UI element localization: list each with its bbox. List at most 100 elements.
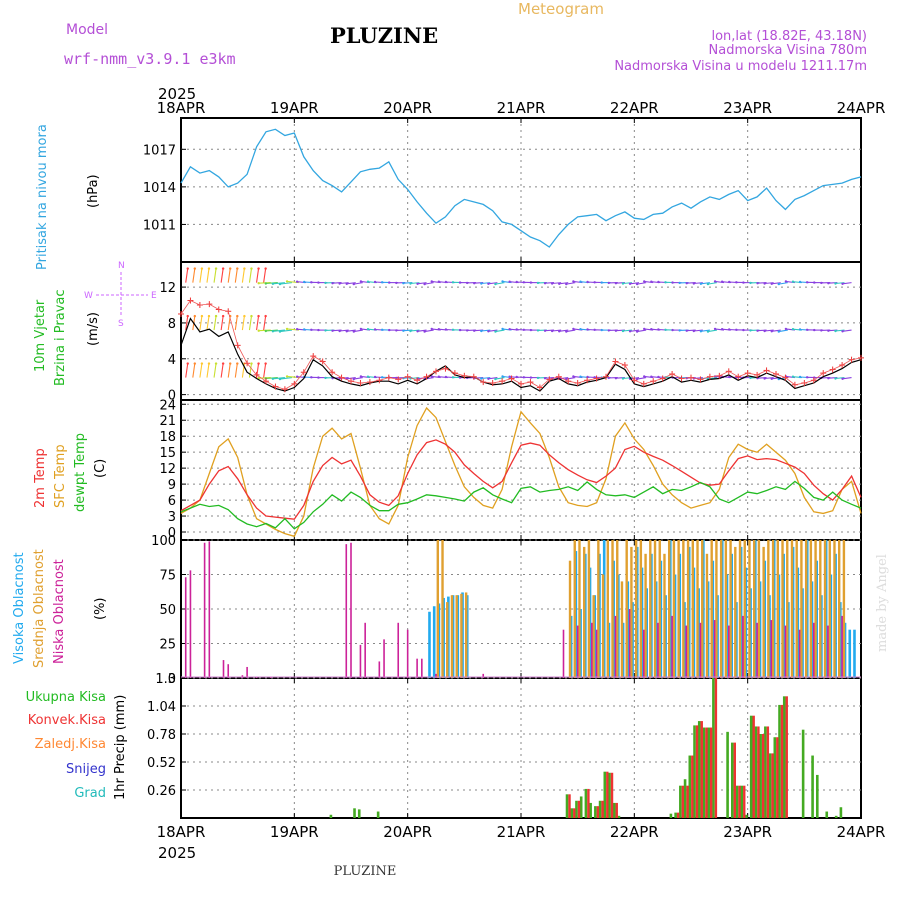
wind-arrow-head xyxy=(257,314,260,318)
grid-lines xyxy=(180,118,862,818)
model-name: wrf-nmm_v3.9.1 e3km xyxy=(64,50,236,68)
wind-arrow-head xyxy=(820,281,823,285)
y-tick-label: 12 xyxy=(159,462,176,477)
wind-title-1: 10m Vjetar xyxy=(33,299,48,372)
cloud-bar-low xyxy=(482,673,485,678)
y-tick-label: 1014 xyxy=(143,181,176,196)
y-tick-label: 12 xyxy=(159,281,176,296)
wind-arrow-head xyxy=(586,328,589,331)
wind-arrow-head xyxy=(628,282,632,286)
cloud-bar-low xyxy=(591,622,593,678)
cloud-bar-mid xyxy=(460,593,463,678)
cloud-high-label: Visoka Oblacnost xyxy=(12,552,27,664)
cloud-bar-mid xyxy=(823,540,827,678)
cloud-bar-low xyxy=(208,541,211,678)
cloud-bar-low xyxy=(727,625,730,678)
precip-conv-bar xyxy=(757,726,760,818)
wind-arrow-head xyxy=(749,281,752,285)
cloud-bar-mid xyxy=(568,560,572,678)
precip-total-bar xyxy=(579,796,583,818)
wind-arrow-head xyxy=(798,328,802,331)
watermark: made by Angel xyxy=(875,554,890,652)
precip-total-bar xyxy=(669,813,673,818)
wind-arrow xyxy=(192,268,196,283)
wind-arrow-head xyxy=(657,375,660,379)
wind-arrow-head xyxy=(558,330,561,333)
precip-total-bar xyxy=(683,779,687,818)
wind-arrow-head xyxy=(728,280,731,284)
wind-arrow xyxy=(346,329,356,332)
cloud-bar-mid xyxy=(701,540,704,678)
cloud-bar-low xyxy=(416,658,418,678)
panel-frame-temperature xyxy=(180,399,862,541)
wind-arrow-head xyxy=(813,328,816,332)
wind-arrow-head xyxy=(720,328,724,331)
wind-arrow-head xyxy=(402,282,405,285)
wind-arrow-head xyxy=(685,282,688,285)
cloud-bar-mid xyxy=(644,553,647,678)
wind-arrow-head xyxy=(635,377,639,381)
wind-arrow-head xyxy=(310,376,313,379)
sfc-temp-line xyxy=(180,406,862,538)
x-tick-label-bottom: 22APR xyxy=(610,823,659,841)
y-tick-label: 1011 xyxy=(143,218,176,233)
precip-conv-bar xyxy=(573,808,576,818)
wind-arrow-head xyxy=(565,330,568,333)
wind-arrow-head xyxy=(465,281,469,285)
wind-arrow-head xyxy=(214,362,218,365)
cloud-bar-high xyxy=(432,606,436,678)
x-tick-label-bottom: 19APR xyxy=(270,823,319,841)
cloud-bar-mid xyxy=(611,540,614,678)
wind-arrow-head xyxy=(221,314,225,318)
wind-arrow xyxy=(248,268,253,283)
precip-conv-bar xyxy=(596,806,600,818)
wind-arrow-head xyxy=(841,282,844,286)
cloud-bar-low xyxy=(562,629,565,678)
location-text: lon,lat (18.82E, 43.18N) xyxy=(711,29,867,44)
wind-arrow-head xyxy=(366,375,370,378)
cloud-bar-low xyxy=(227,664,230,678)
legend-zaledj: Zaledj.Kisa xyxy=(35,737,106,752)
precip-total-bar xyxy=(584,788,588,818)
wind-arrow-head xyxy=(271,282,275,286)
precip-total-bar xyxy=(589,802,592,818)
y-tick-label: 0 xyxy=(168,526,176,541)
wind-arrow xyxy=(566,329,576,333)
wind-arrow-head xyxy=(685,329,688,332)
wind-arrow-head xyxy=(200,267,204,270)
precip-conv-bar xyxy=(606,771,609,818)
wind-arrow xyxy=(629,282,640,285)
wind-arrow-head xyxy=(706,282,710,286)
wind-arrow-head xyxy=(264,314,267,318)
precip-conv-bar xyxy=(610,772,614,818)
wind-arrow xyxy=(206,363,210,378)
cloud-bar-mid xyxy=(790,540,794,678)
wind-arrow-head xyxy=(359,375,363,378)
temp-sfc-label: SFC Temp xyxy=(53,444,68,508)
wind-arrow-head xyxy=(834,282,837,285)
wind-arrow-head xyxy=(430,327,433,331)
temp-2m-line xyxy=(180,439,862,520)
y-tick-label: 0.52 xyxy=(147,756,176,771)
wind-arrow-head xyxy=(395,329,398,332)
wind-arrow xyxy=(220,316,224,331)
wind-arrow-head xyxy=(763,329,766,333)
cloud-bar-mid xyxy=(592,595,595,678)
wind-arrow xyxy=(842,377,852,380)
wind-arrow-head xyxy=(186,267,189,270)
precip-total-bar xyxy=(674,812,677,818)
wind-arrow-head xyxy=(635,330,639,333)
precip-total-bar xyxy=(353,808,356,818)
cloud-bar-mid xyxy=(682,540,685,678)
wind-arrow-head xyxy=(628,330,632,333)
wind-arrow xyxy=(213,268,217,283)
y-tick-label: 100 xyxy=(151,534,176,549)
precip-conv-bar xyxy=(738,785,741,818)
wind-arrow-head xyxy=(264,362,267,365)
wind-arrow xyxy=(256,316,260,331)
wind-arrow-head xyxy=(536,376,540,380)
wind-arrow-head xyxy=(579,280,582,283)
wind-arrow xyxy=(213,316,217,331)
wind-arrow-head xyxy=(522,376,526,379)
wind-arrow-head xyxy=(451,281,455,284)
